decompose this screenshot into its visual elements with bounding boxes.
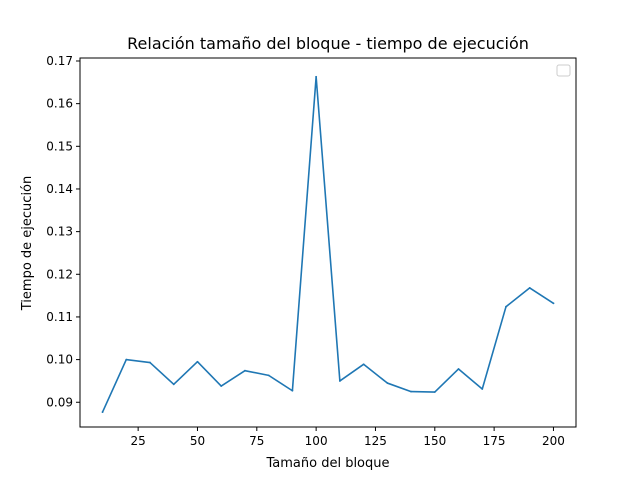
y-tick-label: 0.17	[46, 54, 73, 68]
data-point	[481, 388, 484, 390]
plot-area	[79, 57, 577, 428]
data-point	[315, 75, 318, 78]
y-tick-label: 0.15	[46, 139, 73, 153]
x-axis: 25 50 75 100 125 150 175 200	[131, 427, 565, 448]
y-tick-label: 0.16	[46, 97, 73, 111]
series-line	[101, 75, 555, 413]
x-tick-label: 200	[542, 434, 565, 448]
y-tick-label: 0.12	[46, 267, 73, 281]
legend-box	[556, 64, 571, 77]
y-tick-label: 0.13	[46, 225, 73, 239]
data-point	[457, 368, 460, 370]
y-tick-label: 0.09	[46, 395, 73, 409]
data-point	[220, 385, 223, 387]
y-tick-label: 0.10	[46, 353, 73, 367]
y-tick-label: 0.11	[46, 310, 73, 324]
data-point	[196, 360, 199, 363]
data-point	[291, 389, 294, 392]
data-point	[101, 411, 104, 413]
data-point	[338, 380, 341, 382]
x-tick-label: 150	[423, 434, 446, 448]
y-axis: 0.09 0.10 0.11 0.12 0.13 0.14 0.15 0.16 0.17	[46, 54, 80, 409]
data-point	[149, 361, 151, 364]
data-point	[362, 363, 365, 366]
x-tick-label: 175	[483, 434, 506, 448]
data-point	[505, 305, 507, 308]
y-axis-label: Tiempo de ejecución	[20, 176, 35, 311]
series-layer	[101, 75, 555, 413]
data-point	[125, 358, 128, 361]
plot-frame	[79, 57, 577, 428]
data-point	[552, 302, 555, 305]
chart-title: Relación tamaño del bloque - tiempo de e…	[127, 34, 529, 53]
data-point	[528, 287, 531, 289]
x-tick-label: 100	[305, 434, 328, 448]
data-point	[172, 383, 175, 386]
data-point	[267, 374, 270, 377]
data-point	[244, 369, 246, 372]
data-point	[410, 390, 412, 393]
data-point	[386, 382, 389, 384]
x-axis-label: Tamaño del bloque	[265, 456, 389, 471]
x-tick-label: 50	[190, 434, 205, 448]
y-tick-label: 0.14	[46, 182, 73, 196]
x-tick-label: 75	[249, 434, 264, 448]
data-point	[433, 391, 436, 393]
x-tick-label: 25	[131, 434, 146, 448]
x-tick-label: 125	[364, 434, 387, 448]
